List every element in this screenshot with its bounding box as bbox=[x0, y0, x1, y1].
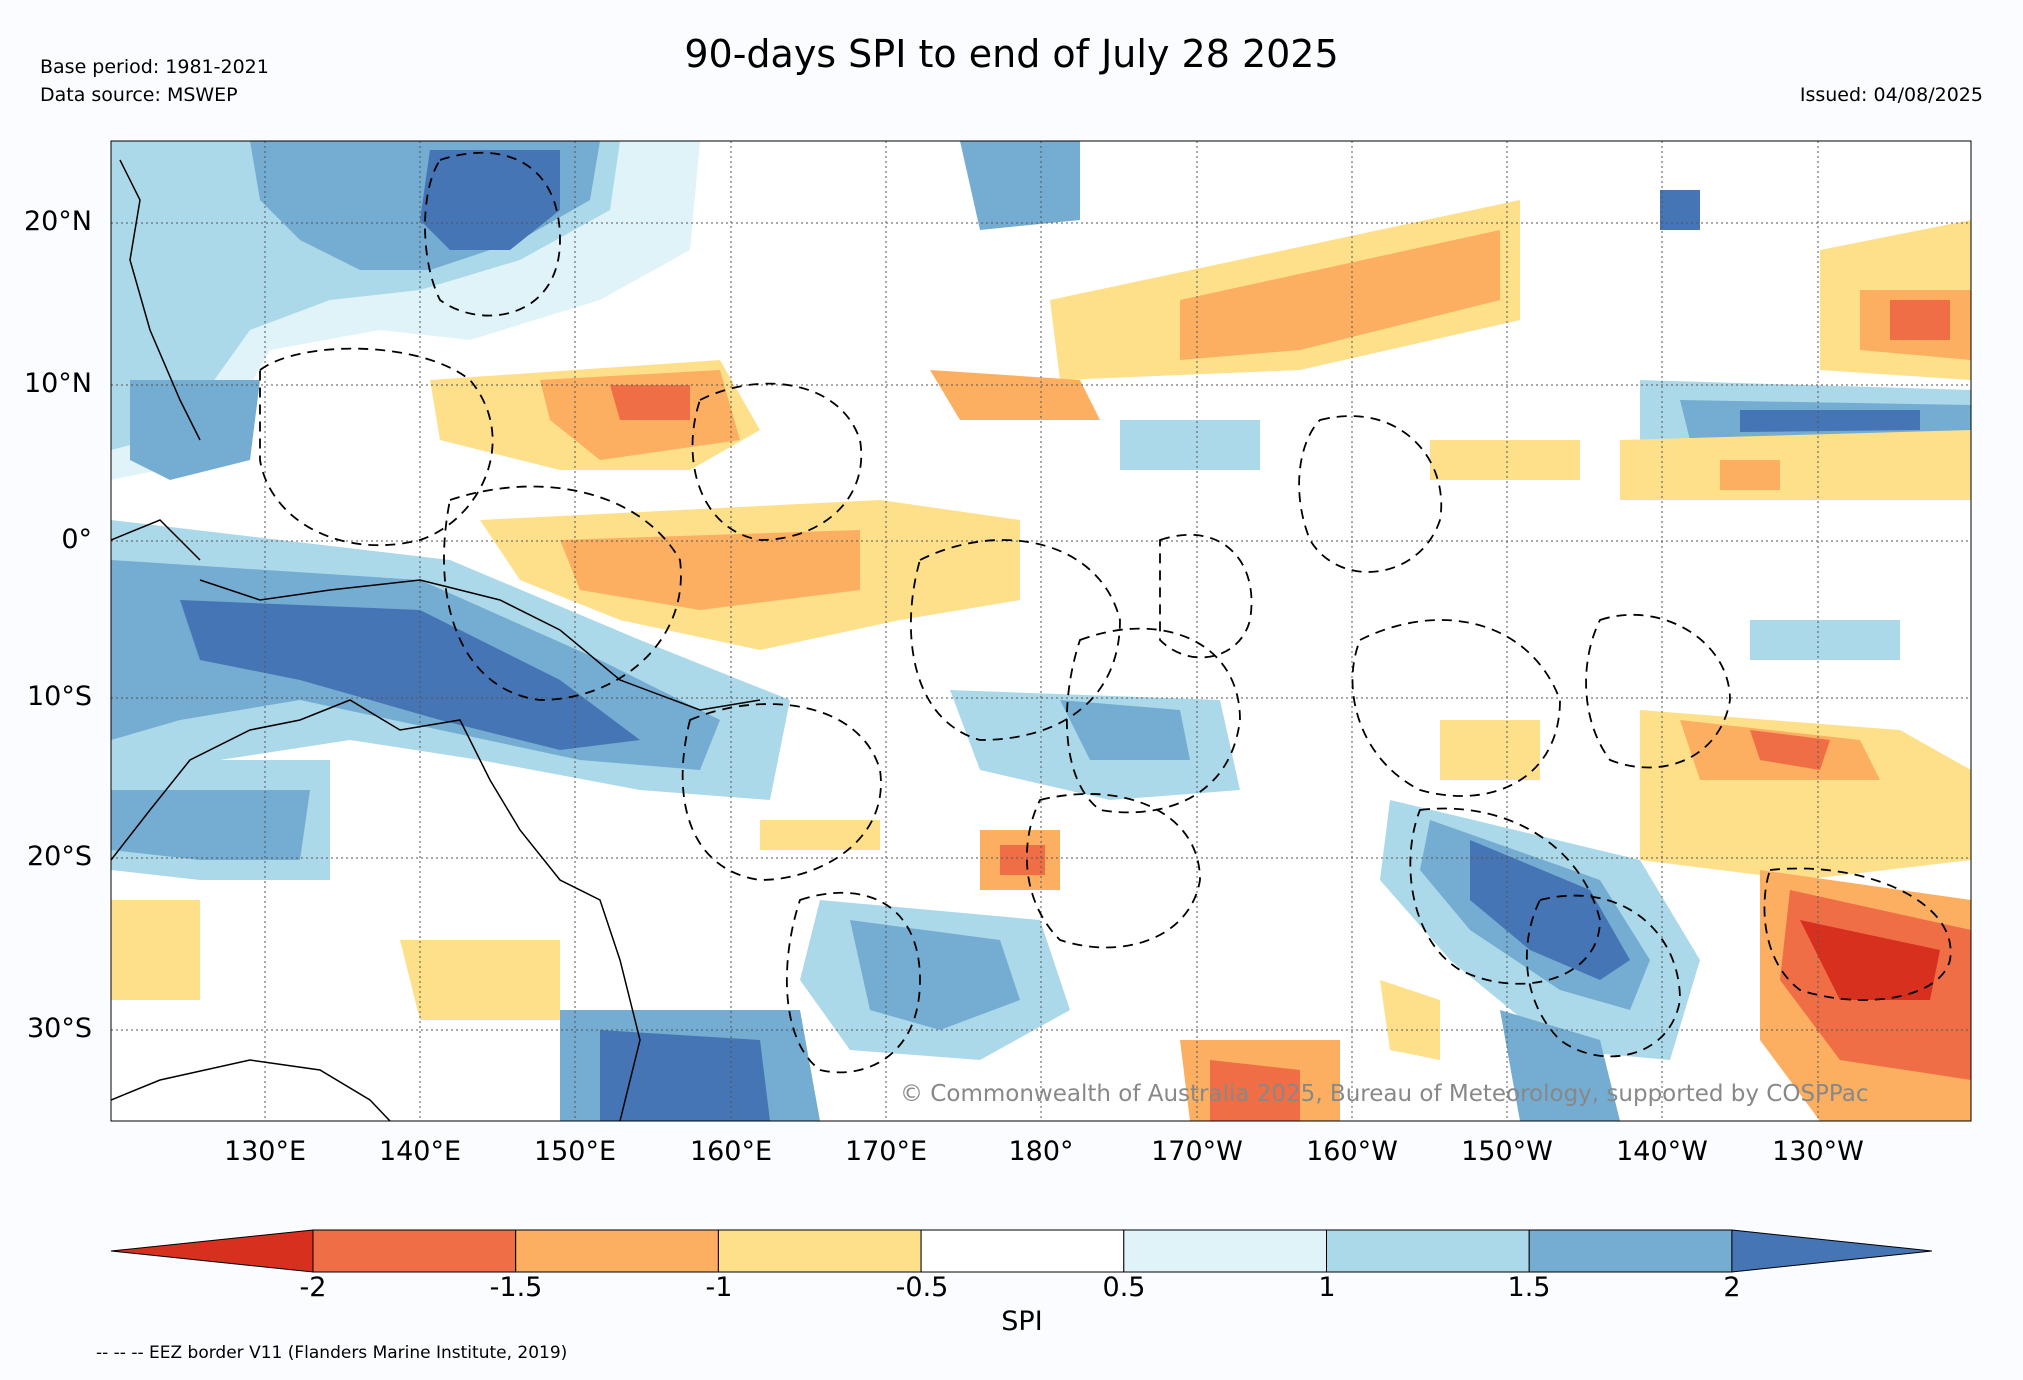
colorbar-swatch bbox=[312, 1229, 517, 1273]
eez-legend-note: -- -- -- EEZ border V11 (Flanders Marine… bbox=[96, 1343, 568, 1363]
map-frame bbox=[110, 140, 1972, 1122]
coastlines bbox=[111, 159, 761, 1121]
colorbar-swatch bbox=[515, 1229, 719, 1273]
lon-label-160e: 160°E bbox=[689, 1136, 773, 1167]
lat-label-10s: 10°S bbox=[27, 681, 92, 712]
lat-label-20s: 20°S bbox=[27, 841, 92, 872]
lon-label-170w: 170°W bbox=[1151, 1136, 1243, 1167]
colorbar-swatch bbox=[1123, 1229, 1328, 1273]
lon-label-180: 180° bbox=[1008, 1136, 1074, 1167]
map-area bbox=[111, 141, 1971, 1121]
lat-label-30s: 30°S bbox=[27, 1013, 92, 1044]
colorbar-swatch bbox=[920, 1229, 1125, 1273]
colorbar bbox=[110, 1229, 1932, 1273]
lon-label-140e: 140°E bbox=[378, 1136, 462, 1167]
colorbar-tick-neg1: -1 bbox=[705, 1272, 733, 1303]
colorbar-swatch bbox=[1528, 1229, 1733, 1273]
graticule bbox=[111, 141, 1971, 1121]
lon-label-160w: 160°W bbox=[1306, 1136, 1398, 1167]
eez-borders bbox=[259, 152, 1952, 1074]
colorbar-extend-low bbox=[110, 1229, 314, 1273]
lon-label-140w: 140°W bbox=[1616, 1136, 1708, 1167]
base-period: Base period: 1981-2021 bbox=[40, 56, 269, 78]
colorbar-title: SPI bbox=[1001, 1306, 1043, 1337]
colorbar-tick-neg2: -2 bbox=[299, 1272, 327, 1303]
lat-label-20n: 20°N bbox=[23, 206, 92, 237]
wet-anomaly-fields bbox=[111, 141, 1971, 1121]
issued-date: Issued: 04/08/2025 bbox=[1799, 84, 1983, 106]
lon-label-130e: 130°E bbox=[223, 1136, 307, 1167]
colorbar-extend-high bbox=[1731, 1229, 1932, 1273]
colorbar-swatch bbox=[717, 1229, 922, 1273]
map-title: 90-days SPI to end of July 28 2025 bbox=[684, 32, 1339, 76]
colorbar-tick-2: 2 bbox=[1723, 1272, 1741, 1303]
lon-label-150e: 150°E bbox=[533, 1136, 617, 1167]
colorbar-tick-1-5: 1.5 bbox=[1507, 1272, 1551, 1303]
colorbar-tick-1: 1 bbox=[1318, 1272, 1336, 1303]
lon-label-170e: 170°E bbox=[844, 1136, 928, 1167]
copyright-notice: © Commonwealth of Australia 2025, Bureau… bbox=[900, 1081, 1869, 1107]
lon-label-150w: 150°W bbox=[1461, 1136, 1553, 1167]
colorbar-tick-neg0-5: -0.5 bbox=[895, 1272, 949, 1303]
colorbar-tick-neg1-5: -1.5 bbox=[489, 1272, 543, 1303]
dry-anomaly-fields bbox=[111, 200, 1971, 1121]
lat-label-10n: 10°N bbox=[23, 368, 92, 399]
data-source: Data source: MSWEP bbox=[40, 84, 238, 106]
lon-label-130w: 130°W bbox=[1772, 1136, 1864, 1167]
colorbar-tick-0-5: 0.5 bbox=[1102, 1272, 1146, 1303]
lat-label-equator: 0° bbox=[61, 524, 92, 555]
colorbar-swatch bbox=[1326, 1229, 1530, 1273]
